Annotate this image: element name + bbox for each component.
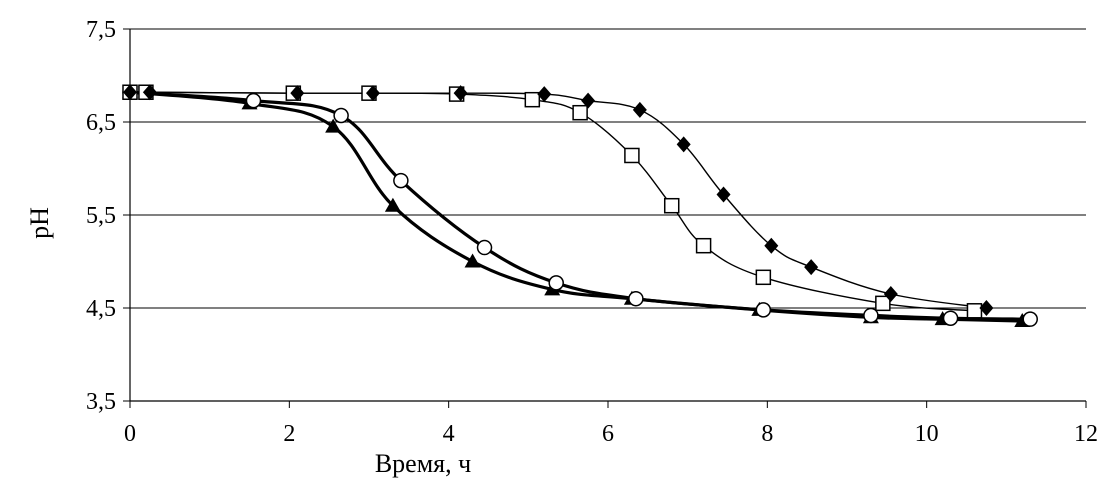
- series-4-diamond-point: [142, 84, 157, 101]
- series-1-triangle-line: [129, 90, 1023, 323]
- y-axis-title: pH: [25, 207, 54, 239]
- series-1-triangle-point: [464, 253, 481, 268]
- x-tick-label: 6: [602, 421, 614, 447]
- series-2-circle-point: [476, 239, 493, 256]
- series-4-diamond-point: [123, 84, 137, 101]
- series-4-diamond-point: [537, 86, 552, 103]
- series-4-diamond-point: [676, 136, 691, 153]
- gridlines: [130, 28, 1086, 309]
- x-axis-title: Время, ч: [375, 449, 471, 478]
- series-lines: [127, 90, 1031, 323]
- y-tick-label: 3,5: [86, 389, 116, 415]
- y-tick-label: 5,5: [86, 203, 116, 229]
- series-4-diamond-point: [581, 92, 596, 109]
- series-4-diamond-point: [365, 85, 380, 102]
- series-4-diamond-point: [883, 286, 898, 303]
- x-tick-label: 0: [124, 421, 136, 447]
- series-3-square-point: [966, 303, 983, 319]
- series-2-circle-point: [755, 302, 772, 318]
- y-tick-label: 4,5: [86, 296, 116, 322]
- axes: 3,5 4,5 5,5 6,5 7,5 0 2 4 6 8 10 12: [86, 17, 1098, 447]
- x-tick-label: 12: [1074, 421, 1098, 447]
- series-4-diamond-point: [804, 259, 819, 276]
- series-1-triangle-point: [384, 197, 401, 212]
- y-tick-label: 7,5: [86, 17, 116, 43]
- series-2-circle-point: [942, 310, 959, 326]
- series-2-circle-point: [863, 307, 879, 324]
- series-3-square-point: [755, 269, 772, 286]
- series-2-circle-point: [245, 92, 262, 109]
- series-2-circle-point: [393, 172, 409, 189]
- series-4-diamond-point: [453, 85, 468, 102]
- series-3-square-point: [624, 147, 640, 164]
- series-1-triangle-point: [325, 118, 342, 133]
- series-3-square-point: [572, 104, 588, 121]
- series-4-diamond-point: [632, 101, 647, 118]
- series-3-square-point: [695, 237, 712, 254]
- series-2-circle-point: [548, 275, 564, 291]
- series-markers: [122, 84, 1038, 328]
- x-tick-label: 2: [283, 421, 295, 447]
- y-tick-label: 6,5: [86, 110, 116, 136]
- series-3-square-point: [875, 295, 891, 312]
- x-tick-label: 10: [915, 421, 939, 447]
- series-4-diamond-point: [764, 237, 779, 254]
- series-2-circle-line: [129, 90, 1031, 321]
- series-2-circle-point: [628, 290, 644, 307]
- series-3-square-point: [524, 91, 541, 108]
- series-2-circle-point: [1022, 311, 1038, 327]
- series-2-circle-point: [333, 107, 349, 124]
- x-tick-label: 8: [761, 421, 773, 447]
- series-3-square-point: [663, 197, 680, 214]
- series-4-diamond-point: [290, 85, 305, 102]
- series-4-diamond-point: [979, 300, 994, 316]
- series-4-diamond-point: [716, 186, 731, 203]
- x-tick-label: 4: [443, 421, 455, 447]
